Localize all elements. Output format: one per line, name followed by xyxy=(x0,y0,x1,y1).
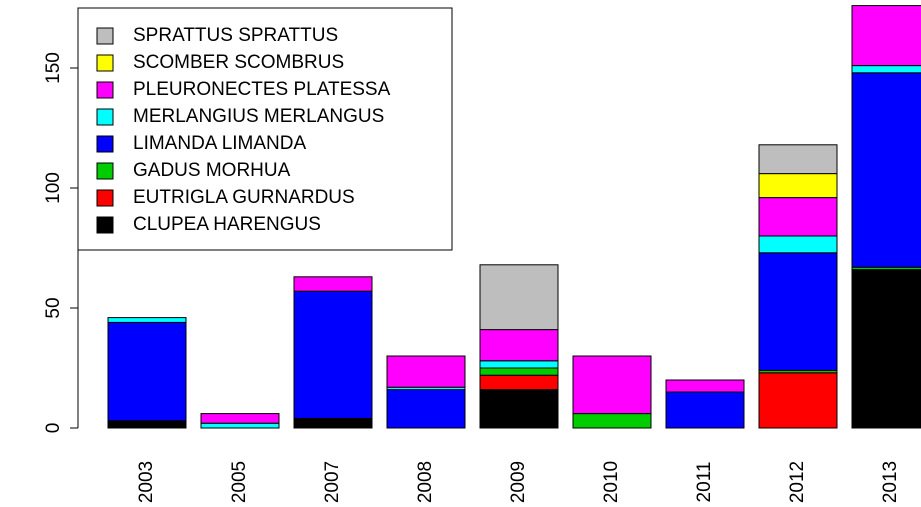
bar-segment xyxy=(107,420,187,429)
bar-segment xyxy=(479,374,559,391)
bar-segment xyxy=(758,173,838,199)
bar-segment xyxy=(200,422,280,429)
bar-segment xyxy=(200,413,280,424)
x-tick-label: 2011 xyxy=(694,462,715,503)
bar-segment xyxy=(107,321,187,422)
bar-segment xyxy=(851,72,921,268)
bar-segment xyxy=(293,290,373,419)
bar-segment xyxy=(293,417,373,429)
legend-box xyxy=(77,7,453,251)
bar-segment xyxy=(479,264,559,331)
legend-label: PLEURONECTES PLATESSA xyxy=(133,79,391,100)
bar-segment xyxy=(851,269,921,429)
bar-segment xyxy=(386,389,466,429)
bar-segment xyxy=(758,252,838,371)
bar-segment xyxy=(851,5,921,67)
bar-segment xyxy=(572,413,652,429)
bar-segment xyxy=(758,372,838,429)
legend-swatch xyxy=(96,189,114,207)
legend-swatch xyxy=(96,216,114,234)
legend-label: SCOMBER SCOMBRUS xyxy=(133,52,344,73)
legend-swatch xyxy=(96,27,114,45)
legend-label: MERLANGIUS MERLANGUS xyxy=(133,106,384,127)
legend-label: LIMANDA LIMANDA xyxy=(133,133,306,154)
bar-segment xyxy=(758,197,838,237)
bar-segment xyxy=(572,355,652,415)
legend-swatch xyxy=(96,81,114,99)
y-tick-label: 50 xyxy=(43,297,64,318)
x-tick-label: 2012 xyxy=(787,461,808,503)
y-tick-label: 0 xyxy=(43,423,64,434)
bar-segment xyxy=(479,367,559,376)
bar-segment xyxy=(479,389,559,429)
bar-segment xyxy=(665,379,745,393)
bar-segment xyxy=(386,355,466,388)
bar-segment xyxy=(293,276,373,292)
legend-swatch xyxy=(96,162,114,180)
bar-segment xyxy=(851,65,921,74)
x-tick-label: 2003 xyxy=(136,461,157,503)
bar-segment xyxy=(665,391,745,429)
x-tick-label: 2005 xyxy=(229,461,250,503)
bar-segment xyxy=(107,317,187,323)
legend-swatch xyxy=(96,135,114,153)
x-tick-label: 2013 xyxy=(880,461,901,503)
x-tick-label: 2007 xyxy=(322,461,343,503)
legend-label: SPRATTUS SPRATTUS xyxy=(133,25,338,46)
y-tick-label: 100 xyxy=(43,172,64,204)
x-tick-label: 2010 xyxy=(601,461,622,503)
bar-segment xyxy=(479,360,559,369)
bar-segment xyxy=(758,144,838,175)
legend-swatch xyxy=(96,54,114,72)
legend-label: CLUPEA HARENGUS xyxy=(133,214,321,235)
x-tick-label: 2008 xyxy=(415,461,436,503)
legend-label: GADUS MORHUA xyxy=(133,160,291,181)
legend-label: EUTRIGLA GURNARDUS xyxy=(133,187,355,208)
legend-swatch xyxy=(96,108,114,126)
x-tick-label: 2009 xyxy=(508,461,529,503)
bar-segment xyxy=(479,329,559,362)
y-tick-label: 150 xyxy=(43,52,64,84)
bar-segment xyxy=(758,235,838,254)
